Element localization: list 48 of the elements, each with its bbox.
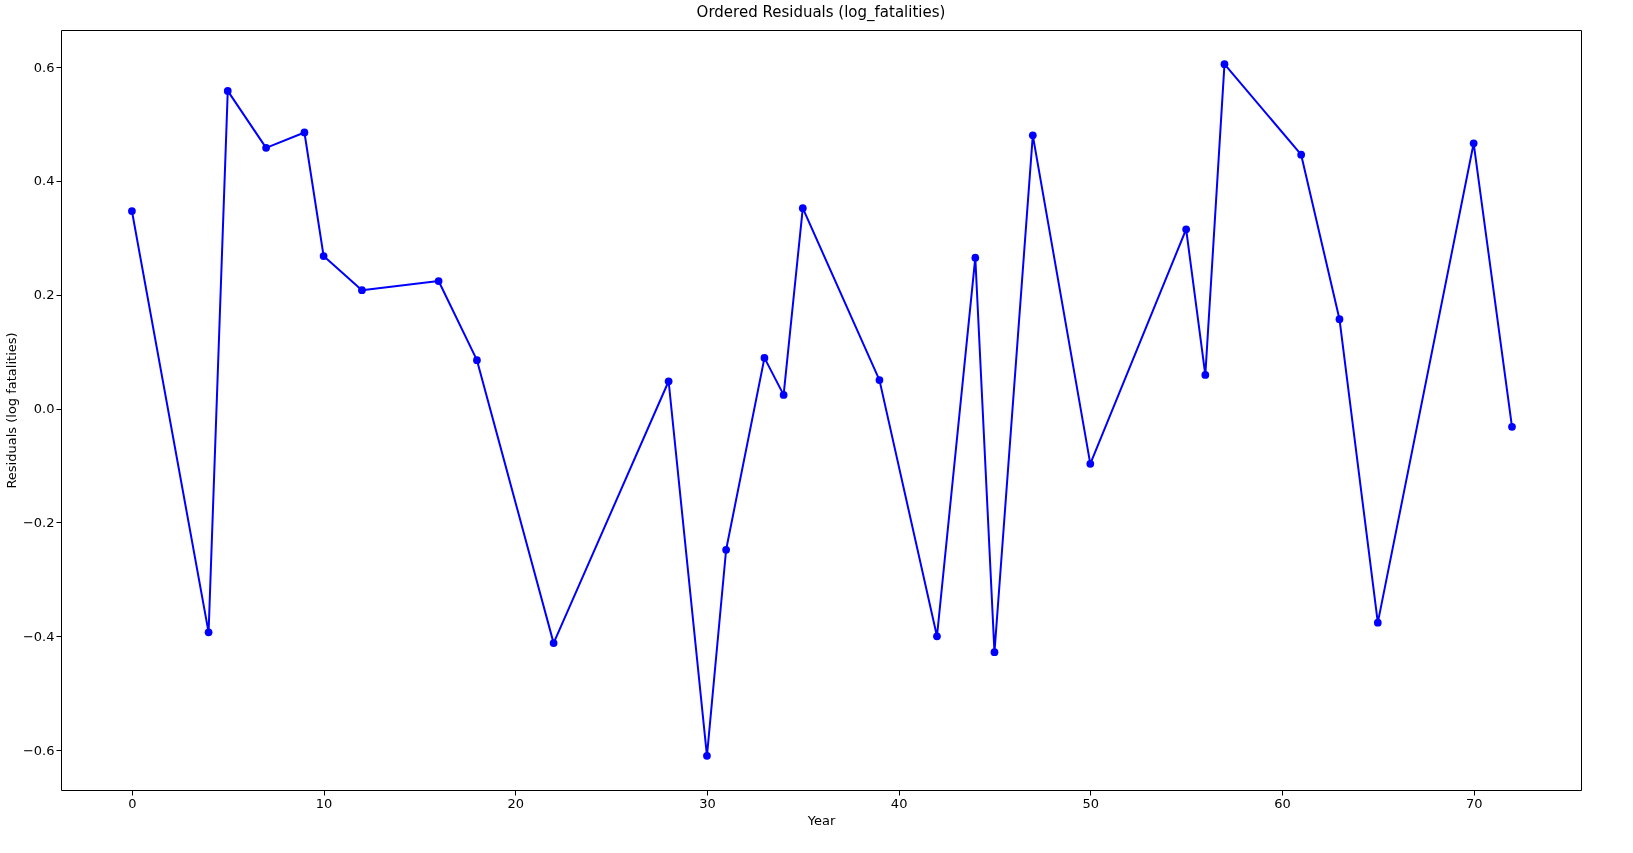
x-tick-label: 0 <box>128 795 137 811</box>
y-tick-label: 0.0 <box>33 401 55 417</box>
point <box>262 143 270 152</box>
point <box>434 277 443 285</box>
point <box>300 128 309 137</box>
point <box>971 253 980 262</box>
y-tick-label: 0.2 <box>33 287 55 303</box>
point <box>319 252 328 260</box>
x-tick-label: 70 <box>1465 795 1483 811</box>
y-tick-label: −0.6 <box>22 742 55 758</box>
x-tick-label: 10 <box>315 795 333 811</box>
x-tick-label: 60 <box>1274 795 1291 811</box>
point <box>1086 459 1095 468</box>
point <box>473 356 481 365</box>
point <box>875 376 884 384</box>
chart-title: Ordered Residuals (log_fatalities) <box>696 3 946 22</box>
point <box>1508 422 1516 431</box>
y-tick-label: −0.4 <box>22 628 55 644</box>
point <box>798 204 807 213</box>
x-tick-label: 40 <box>890 795 908 811</box>
point <box>779 391 788 399</box>
point <box>990 648 999 657</box>
point <box>703 751 711 760</box>
point <box>549 639 558 647</box>
x-tick-label: 20 <box>507 795 525 811</box>
point <box>1335 315 1344 324</box>
point <box>358 286 366 295</box>
x-tick-label: 50 <box>1082 795 1100 811</box>
point <box>128 207 136 215</box>
point <box>664 377 673 386</box>
point <box>1201 371 1210 379</box>
point <box>933 632 941 641</box>
y-tick-label: 0.6 <box>33 59 55 75</box>
point <box>204 628 213 637</box>
y-tick-label: −0.2 <box>22 514 55 530</box>
x-tick-label: 30 <box>699 795 716 811</box>
point <box>1182 225 1191 234</box>
point <box>760 354 769 362</box>
point <box>1220 60 1229 69</box>
point <box>1297 150 1306 159</box>
point <box>722 545 730 554</box>
point <box>1373 618 1382 627</box>
point <box>1469 139 1478 148</box>
x-axis-title: Year <box>806 812 836 828</box>
y-tick-label: 0.4 <box>33 173 55 189</box>
y-axis-title: Residuals (log fatalities) <box>3 332 19 489</box>
point <box>223 87 232 95</box>
point <box>1028 131 1037 140</box>
